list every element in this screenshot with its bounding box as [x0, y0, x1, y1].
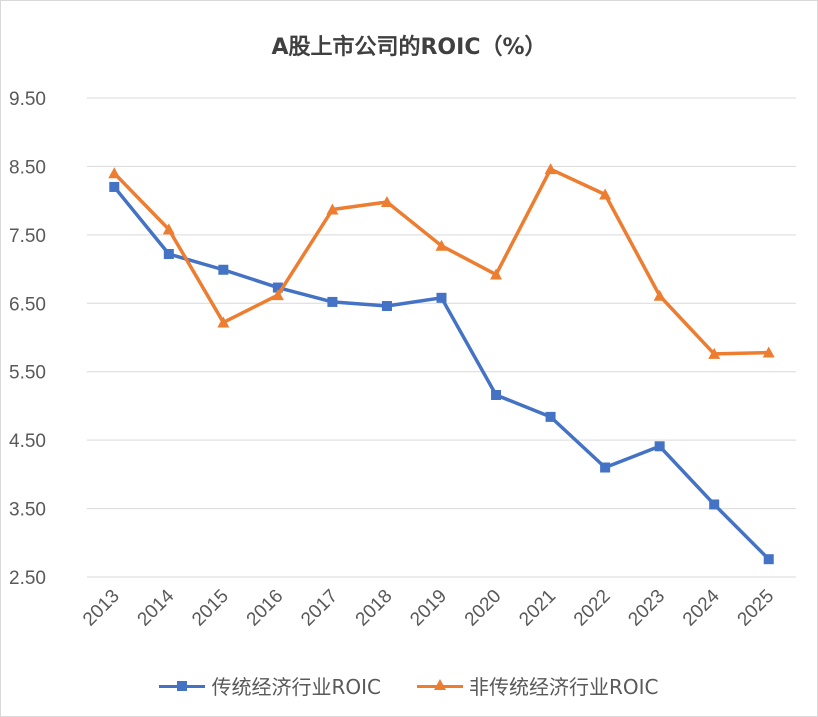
x-tick-label: 2016 [243, 586, 288, 631]
x-tick-label: 2015 [188, 586, 233, 631]
y-tick-label: 2.50 [9, 568, 46, 589]
data-point-series-1 [162, 223, 175, 235]
x-tick-label: 2022 [570, 586, 615, 631]
data-point-series-0 [709, 499, 720, 510]
line-chart-plot: 2.50 3.50 4.50 5.50 6.50 7.50 8.50 9.50 2013 2014… [9, 89, 796, 631]
legend-label-non-traditional: 非传统经济行业ROIC [469, 675, 659, 699]
data-point-series-0 [600, 462, 611, 473]
series-line-1 [113, 167, 769, 356]
x-tick-label: 2025 [734, 586, 779, 631]
data-point-series-0 [545, 411, 556, 422]
data-point-series-1 [108, 167, 121, 179]
y-tick-label: 7.50 [9, 226, 46, 247]
data-point-series-0 [654, 441, 665, 452]
data-point-series-1 [217, 316, 230, 328]
data-point-series-1 [762, 346, 775, 358]
x-tick-label: 2018 [352, 586, 397, 631]
data-point-series-1 [380, 196, 393, 208]
data-point-series-1 [326, 203, 339, 215]
data-point-series-1 [599, 188, 612, 200]
x-tick-label: 2024 [679, 585, 724, 630]
data-point-series-0 [381, 301, 392, 312]
data-point-series-0 [163, 249, 174, 260]
legend-item-traditional[interactable]: 传统经济行业ROIC [159, 671, 381, 700]
legend-swatch-traditional [159, 676, 206, 696]
legend-item-non-traditional[interactable]: 非传统经济行业ROIC [417, 671, 659, 700]
x-tick-label: 2023 [624, 586, 669, 631]
data-point-series-0 [109, 181, 120, 192]
x-tick-label: 2014 [134, 585, 179, 630]
x-tick-label: 2021 [515, 586, 560, 631]
data-point-series-0 [763, 554, 774, 565]
x-tick-label: 2013 [79, 586, 124, 631]
y-tick-label: 9.50 [9, 89, 46, 110]
chart-title: A股上市公司的ROIC（%） [271, 35, 547, 60]
data-point-series-1 [653, 289, 666, 301]
chart-legend: 传统经济行业ROIC 非传统经济行业ROIC [1, 671, 817, 700]
data-point-series-0 [327, 296, 338, 307]
data-point-series-1 [435, 239, 448, 251]
legend-label-traditional: 传统经济行业ROIC [211, 675, 381, 699]
data-point-series-1 [271, 289, 284, 301]
x-tick-label: 2017 [297, 586, 342, 631]
x-tick-label: 2020 [461, 586, 506, 631]
data-point-series-1 [490, 268, 503, 280]
x-tick-label: 2019 [406, 586, 451, 631]
data-point-series-1 [544, 163, 557, 175]
y-tick-label: 6.50 [9, 294, 46, 315]
y-tick-label: 8.50 [9, 157, 46, 178]
data-point-series-0 [218, 264, 229, 275]
data-point-series-0 [491, 389, 502, 400]
y-tick-label: 5.50 [9, 363, 46, 384]
data-point-series-0 [272, 282, 283, 293]
y-tick-label: 4.50 [9, 431, 46, 452]
legend-swatch-non-traditional [417, 676, 463, 696]
data-point-series-1 [708, 347, 721, 359]
data-point-series-0 [436, 292, 447, 303]
y-tick-label: 3.50 [9, 500, 46, 521]
